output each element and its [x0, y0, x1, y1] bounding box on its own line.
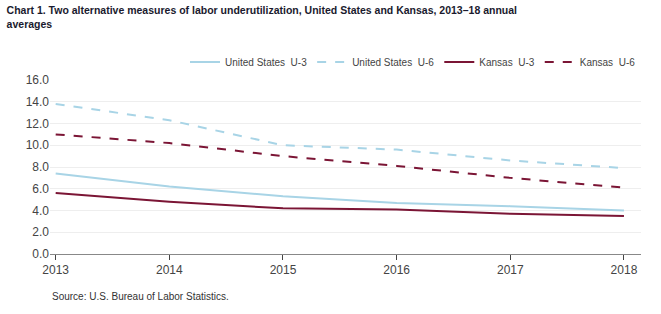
svg-text:Chart 1. Two alternative measu: Chart 1. Two alternative measures of lab… — [7, 4, 517, 30]
svg-text:8.0: 8.0 — [32, 160, 49, 174]
svg-text:2016: 2016 — [383, 263, 410, 277]
svg-text:2018: 2018 — [611, 263, 638, 277]
svg-text:4.0: 4.0 — [32, 204, 49, 218]
svg-text:2014: 2014 — [156, 263, 183, 277]
svg-text:2013: 2013 — [42, 263, 69, 277]
svg-text:14.0: 14.0 — [26, 95, 50, 109]
svg-text:2015: 2015 — [270, 263, 297, 277]
svg-text:12.0: 12.0 — [26, 117, 50, 131]
svg-text:0.0: 0.0 — [32, 247, 49, 261]
svg-text:United States U-6: United States U-6 — [352, 57, 434, 68]
svg-text:6.0: 6.0 — [32, 182, 49, 196]
svg-text:2.0: 2.0 — [32, 225, 49, 239]
svg-text:10.0: 10.0 — [26, 138, 50, 152]
svg-text:16.0: 16.0 — [26, 73, 50, 87]
svg-text:Kansas U-6: Kansas U-6 — [580, 57, 635, 68]
svg-text:2017: 2017 — [497, 263, 524, 277]
svg-text:United States U-3: United States U-3 — [225, 57, 307, 68]
svg-text:Kansas U-3: Kansas U-3 — [479, 57, 534, 68]
svg-text:Source: U.S. Bureau of Labor S: Source: U.S. Bureau of Labor Statistics. — [52, 291, 229, 302]
